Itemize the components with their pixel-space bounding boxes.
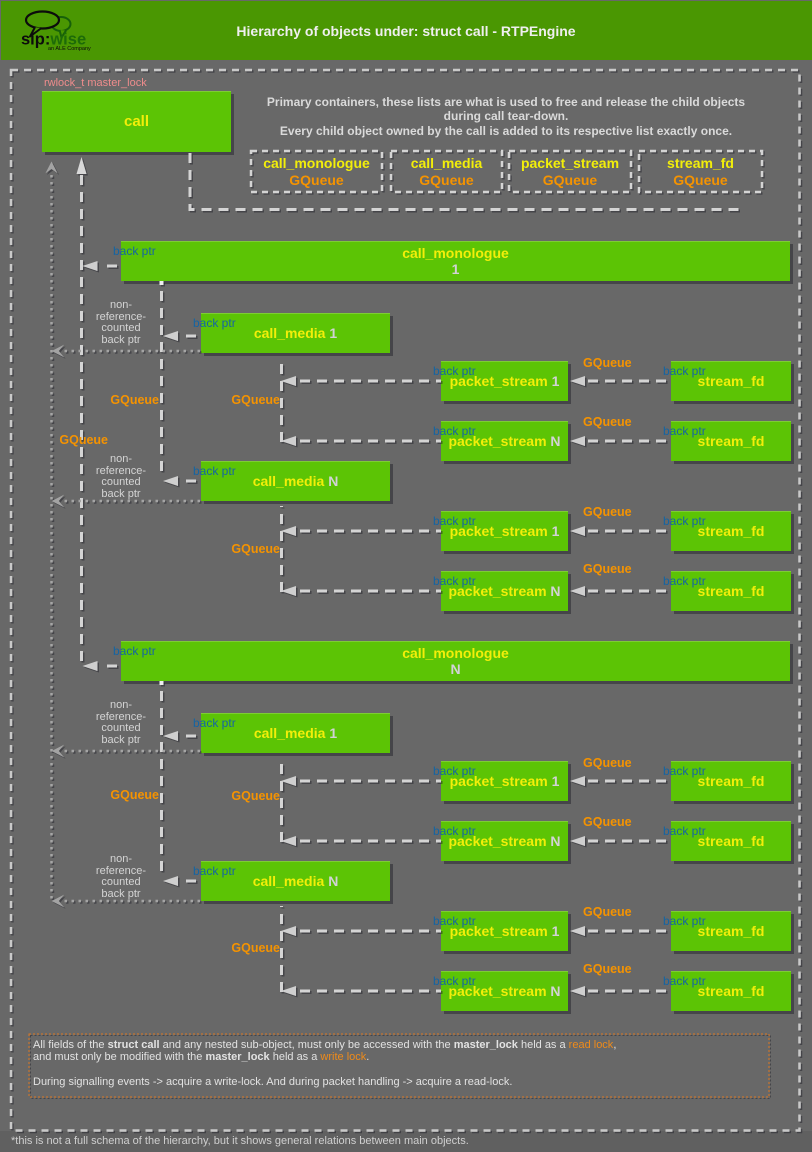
svg-text:an ALE Company: an ALE Company: [48, 46, 91, 52]
svg-text:sip:wise: sip:wise: [21, 31, 86, 49]
